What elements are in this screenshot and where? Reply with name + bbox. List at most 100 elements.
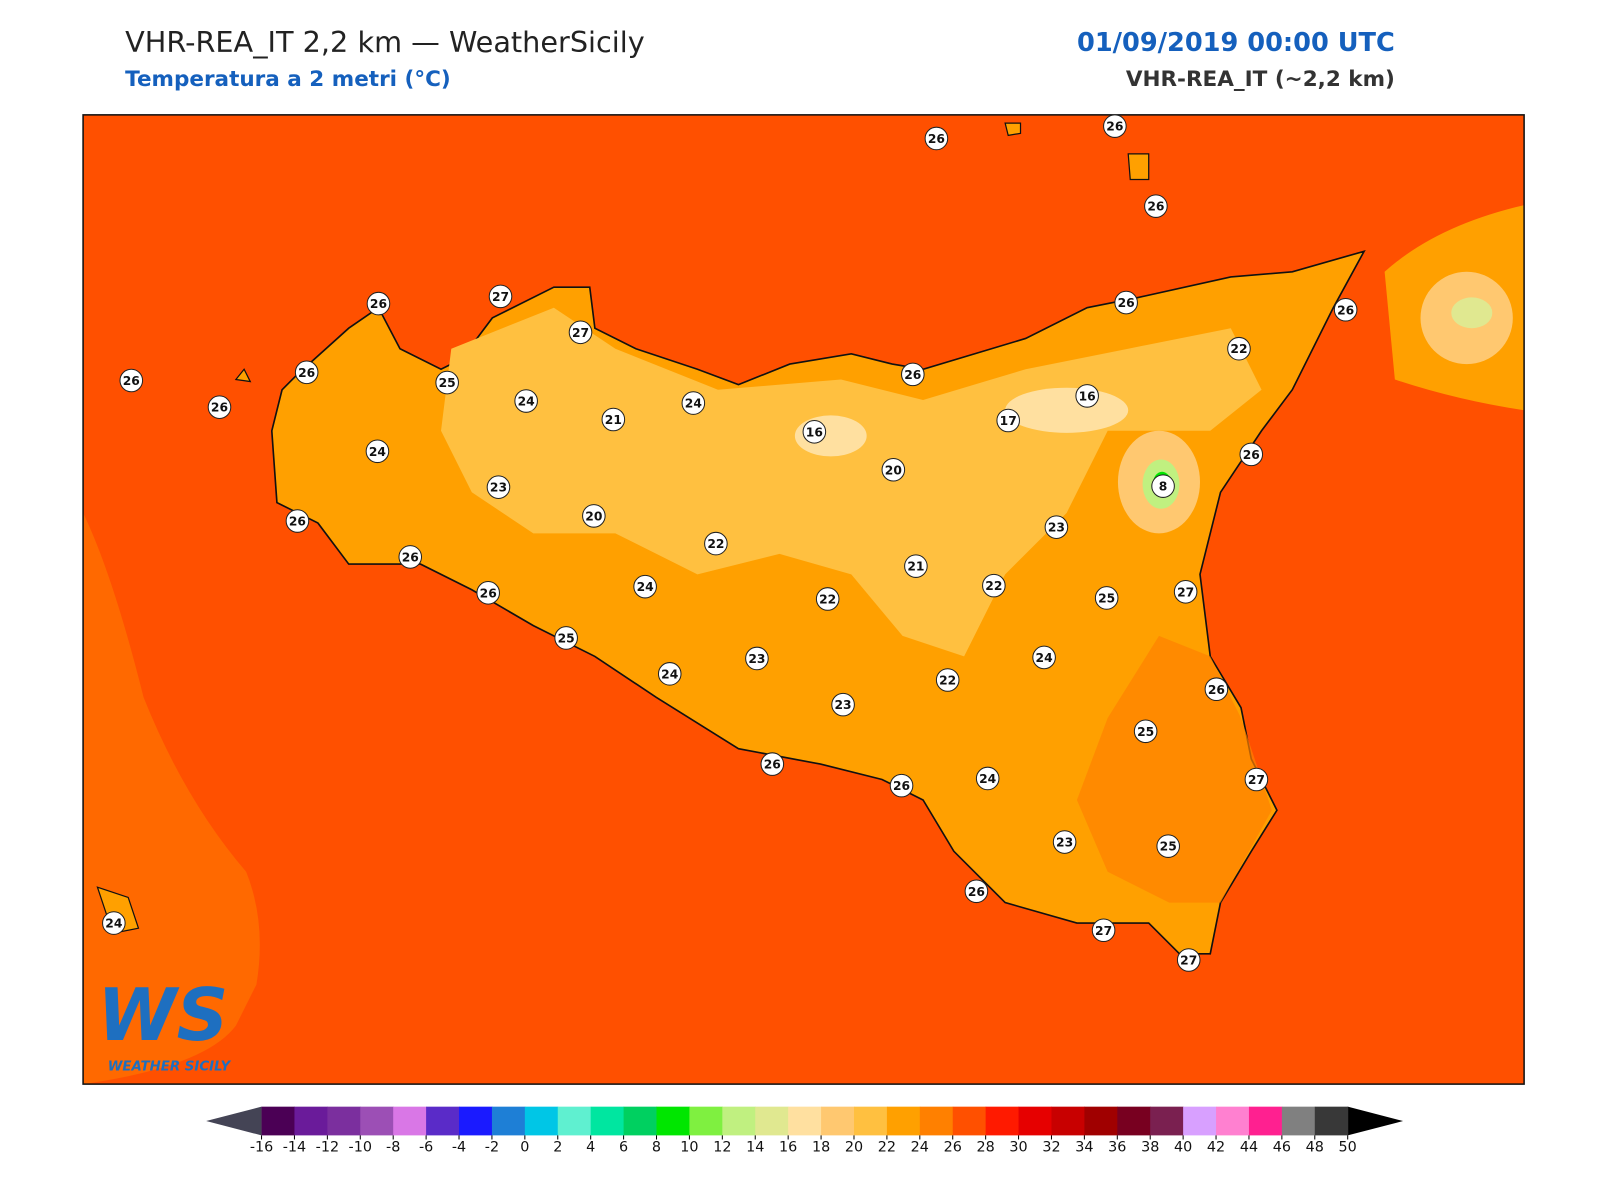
- station-marker: [1173, 579, 1198, 604]
- colorbar-segment: [261, 1106, 295, 1136]
- station-value: 25: [558, 631, 575, 645]
- logo-text: WEATHER SICILY: [108, 1060, 232, 1075]
- station-value: 24: [661, 667, 678, 681]
- colorbar-tick-label: 4: [586, 1140, 595, 1156]
- station-marker: [889, 773, 914, 798]
- colorbar-tick-label: -14: [283, 1140, 306, 1156]
- station-value: 26: [1147, 200, 1164, 214]
- station-marker: [760, 752, 785, 776]
- colorbar-segment: [788, 1106, 822, 1136]
- station-value: 26: [402, 550, 419, 564]
- station-marker: [1052, 830, 1077, 854]
- colorbar-tick-label: 26: [944, 1140, 962, 1156]
- station-value: 22: [819, 593, 836, 607]
- station-value: 27: [1180, 954, 1197, 968]
- colorbar-tick-label: 0: [520, 1140, 529, 1156]
- colorbar-over: [1347, 1106, 1404, 1136]
- station-marker: [802, 420, 827, 444]
- station-marker: [514, 389, 538, 413]
- station-marker: [488, 284, 513, 309]
- station-value: 22: [1230, 342, 1247, 356]
- colorbar-segment: [590, 1106, 625, 1136]
- subtitle: Temperatura a 2 metri (°C): [125, 67, 451, 92]
- colorbar-tick-label: 10: [680, 1140, 698, 1156]
- station-value: 24: [105, 917, 122, 931]
- colorbar-tick-label: -2: [485, 1140, 499, 1156]
- station-value: 24: [979, 772, 996, 786]
- station-value: 26: [1118, 296, 1135, 310]
- colorbar-segment: [952, 1106, 987, 1136]
- station-marker: [1204, 677, 1229, 702]
- station-marker: [982, 573, 1006, 598]
- station-value: 22: [985, 579, 1002, 593]
- station-value: 24: [518, 395, 535, 409]
- colorbar-segment: [1248, 1106, 1283, 1136]
- colorbar-segment: [755, 1106, 789, 1136]
- temperature-field: [1451, 297, 1493, 329]
- station-marker: [102, 911, 126, 935]
- station-value: 26: [1243, 448, 1260, 462]
- station-value: 21: [907, 560, 924, 574]
- station-marker: [1144, 194, 1168, 218]
- colorbar-segment: [1150, 1106, 1184, 1136]
- station-value: 25: [439, 376, 456, 390]
- colorbar-segment: [294, 1106, 328, 1136]
- station-marker: [1075, 384, 1099, 408]
- station-value: 27: [1177, 585, 1194, 599]
- colorbar-tick-label: 36: [1108, 1140, 1126, 1156]
- station-marker: [815, 587, 840, 611]
- station-value: 22: [939, 674, 956, 688]
- station-marker: [681, 391, 706, 415]
- colorbar-tick-label: 46: [1273, 1140, 1291, 1156]
- station-marker: [881, 457, 906, 482]
- station-value: 26: [1106, 120, 1123, 134]
- station-value: 26: [904, 368, 921, 382]
- colorbar-tick-label: -12: [316, 1140, 339, 1156]
- station-value: 26: [764, 758, 781, 772]
- station-marker: [745, 646, 769, 671]
- station-marker: [1176, 948, 1201, 972]
- station-value: 23: [748, 652, 765, 666]
- colorbar-tick-label: 30: [1009, 1140, 1027, 1156]
- station-value: 20: [585, 509, 602, 523]
- station-value: 26: [928, 132, 945, 146]
- station-marker: [398, 545, 423, 569]
- station-marker: [435, 370, 459, 395]
- colorbar-segment: [1018, 1106, 1052, 1136]
- station-marker: [1091, 918, 1116, 943]
- island: [96, 122, 1150, 935]
- colorbar-tick-label: -6: [419, 1140, 433, 1156]
- temperature-field: [1076, 635, 1272, 903]
- colorbar-tick-label: -8: [386, 1140, 400, 1156]
- station-marker: [1156, 834, 1180, 858]
- logo-mark: WS: [97, 973, 228, 1057]
- station-value: 23: [835, 698, 852, 712]
- station-marker: [366, 291, 391, 316]
- colorbar-segment: [689, 1106, 723, 1136]
- colorbar-tick-label: 16: [779, 1140, 797, 1156]
- station-value: 26: [370, 297, 387, 311]
- colorbar-segment: [491, 1106, 526, 1136]
- station-marker: [476, 581, 500, 605]
- colorbar-tick-label: 24: [911, 1140, 929, 1156]
- station-marker: [568, 320, 593, 345]
- colorbar-segment: [919, 1106, 954, 1136]
- station-value: 24: [637, 580, 654, 594]
- station-marker: [1114, 290, 1138, 315]
- station-value: 25: [1098, 591, 1115, 605]
- colorbar-segment: [886, 1106, 921, 1136]
- station-value: 26: [1208, 683, 1225, 697]
- colorbar-segment: [656, 1106, 690, 1136]
- colorbar-tick-label: 34: [1075, 1140, 1093, 1156]
- station-value: 26: [298, 366, 315, 380]
- colorbar-tick-label: -4: [452, 1140, 466, 1156]
- station-value: 24: [1036, 651, 1053, 665]
- station-value: 23: [1048, 521, 1065, 535]
- station-marker: [904, 554, 928, 578]
- station-value: 21: [605, 413, 622, 427]
- colorbar-segment: [327, 1106, 361, 1136]
- station-marker: [633, 574, 657, 599]
- colorbar-segment: [853, 1106, 888, 1136]
- station-value: 22: [707, 537, 724, 551]
- colorbar-segment: [360, 1106, 394, 1136]
